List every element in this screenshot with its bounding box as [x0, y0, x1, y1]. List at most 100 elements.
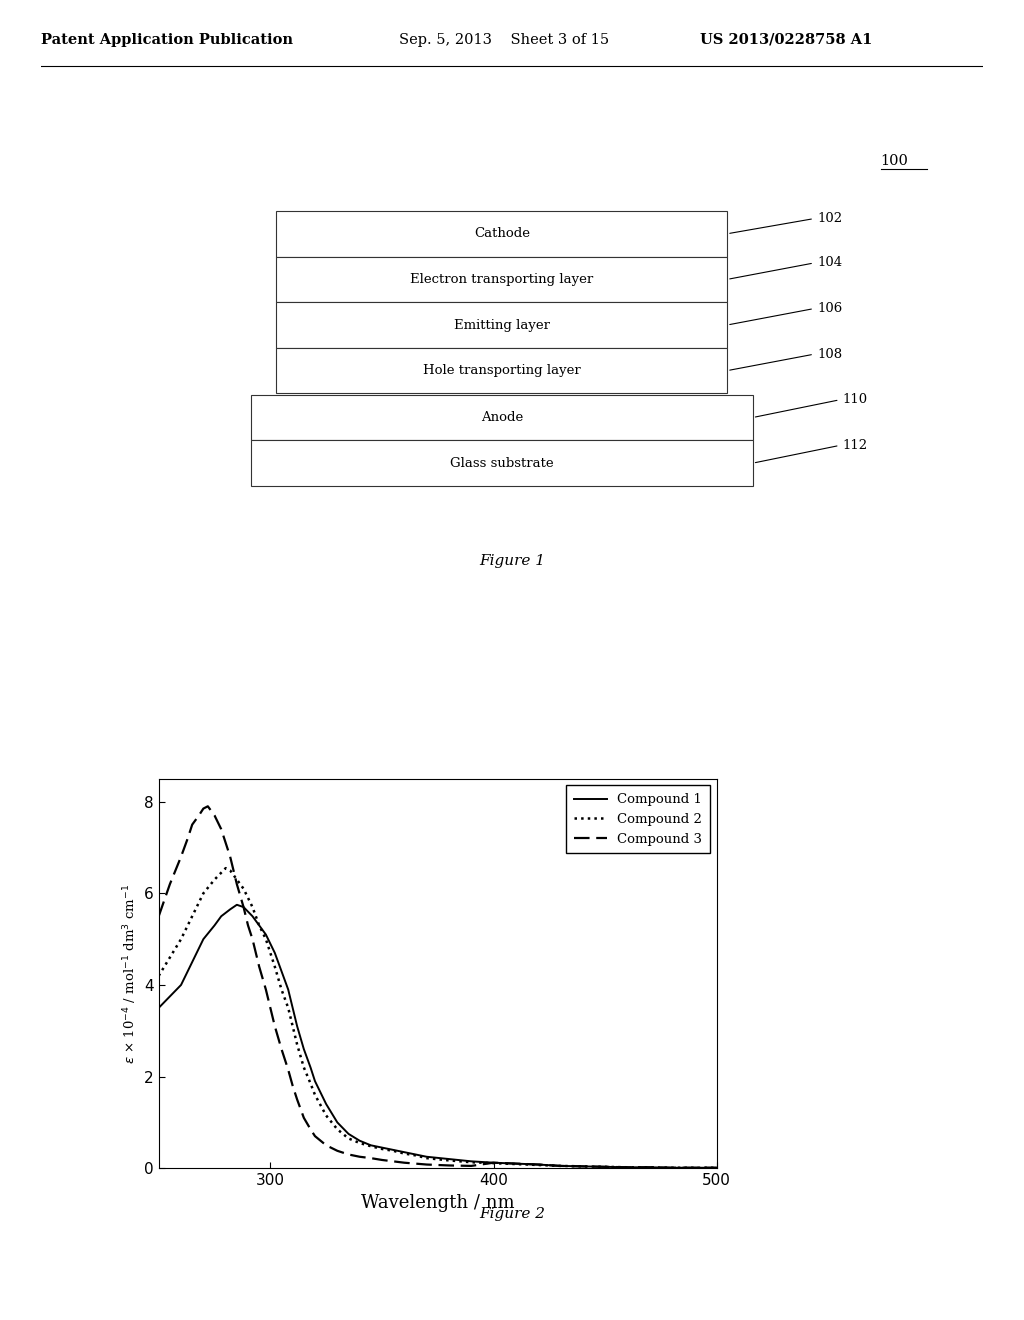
Text: 110: 110 [843, 393, 868, 407]
Compound ① [644, 1159, 656, 1175]
Compound ① [209, 917, 221, 933]
Compound ③ [376, 1152, 388, 1168]
Compound ① [186, 954, 199, 970]
Compound ② [253, 917, 265, 933]
Compound ① [331, 1114, 343, 1130]
Compound ③ [319, 1138, 332, 1154]
Compound ③ [304, 1121, 316, 1137]
Compound ② [376, 1140, 388, 1156]
Compound ③ [215, 821, 227, 837]
Compound ② [153, 968, 165, 983]
Text: Electron transporting layer: Electron transporting layer [411, 273, 593, 286]
Compound ③ [309, 1129, 322, 1144]
Text: 112: 112 [843, 440, 868, 451]
Compound ③ [532, 1156, 545, 1172]
Compound ③ [342, 1147, 354, 1163]
Compound ② [215, 865, 227, 880]
Compound ① [554, 1158, 566, 1173]
Line: Compound ③: Compound ③ [159, 807, 717, 1168]
Line: Compound ②: Compound ② [159, 869, 717, 1168]
Compound ③ [666, 1160, 678, 1176]
Compound ② [260, 931, 272, 946]
Text: 100: 100 [881, 154, 908, 168]
Bar [276, 211, 727, 256]
Compound ① [421, 1148, 433, 1164]
Compound ① [398, 1144, 411, 1160]
Compound ③ [175, 849, 187, 865]
Compound ② [275, 982, 288, 998]
Compound ② [599, 1159, 611, 1175]
Compound ③ [153, 908, 165, 924]
Compound ② [442, 1152, 455, 1168]
Compound ② [331, 1121, 343, 1137]
Compound ③ [253, 958, 265, 974]
Compound ② [282, 1001, 294, 1016]
Compound ③ [282, 1061, 294, 1077]
Compound ③ [193, 808, 205, 824]
Compound ① [465, 1154, 477, 1170]
Compound ② [291, 1036, 303, 1052]
Compound ② [238, 880, 250, 896]
Compound ③ [268, 1018, 281, 1034]
Bar [251, 441, 753, 486]
Compound ② [224, 862, 237, 878]
Compound ① [175, 977, 187, 993]
Compound ② [487, 1155, 500, 1171]
Compound ① [688, 1160, 700, 1176]
Compound ② [387, 1143, 399, 1159]
Compound ① [487, 1155, 500, 1171]
Compound ① [353, 1133, 366, 1148]
Compound ① [198, 931, 210, 946]
Compound ③ [219, 836, 231, 851]
Compound ② [219, 861, 231, 876]
Compound ② [242, 890, 254, 906]
Compound ① [410, 1147, 422, 1163]
Compound ① [275, 964, 288, 979]
Compound ② [309, 1086, 322, 1102]
Compound ② [175, 931, 187, 946]
Compound ③ [242, 917, 254, 933]
Compound ② [398, 1146, 411, 1162]
Compound ① [291, 1018, 303, 1034]
Text: US 2013/0228758 A1: US 2013/0228758 A1 [700, 33, 872, 46]
Compound ② [554, 1158, 566, 1173]
Compound ③ [264, 1001, 276, 1016]
Compound ③ [331, 1143, 343, 1159]
Compound ① [224, 902, 237, 917]
Legend: Compound 1, Compound 2, Compound 3: Compound 1, Compound 2, Compound 3 [566, 785, 711, 854]
Compound ③ [275, 1041, 288, 1057]
Compound ① [268, 945, 281, 961]
Compound ① [666, 1160, 678, 1176]
Compound ③ [577, 1159, 589, 1175]
Compound ① [577, 1159, 589, 1175]
Compound ① [365, 1138, 377, 1154]
Compound ③ [410, 1156, 422, 1172]
Compound ③ [260, 982, 272, 998]
Compound ② [532, 1158, 545, 1173]
Text: 104: 104 [817, 256, 843, 269]
Compound ③ [291, 1092, 303, 1107]
X-axis label: Wavelength / nm: Wavelength / nm [360, 1193, 515, 1212]
Compound ① [376, 1139, 388, 1155]
Compound ② [644, 1159, 656, 1175]
Compound ③ [365, 1150, 377, 1166]
Compound ① [599, 1159, 611, 1175]
Compound ① [260, 927, 272, 942]
Compound ③ [247, 931, 259, 946]
Compound ② [209, 871, 221, 887]
Compound ② [353, 1135, 366, 1151]
Compound ③ [186, 817, 199, 833]
Text: Hole transporting layer: Hole transporting layer [423, 364, 581, 378]
Compound ③ [181, 830, 194, 846]
Text: Figure 2: Figure 2 [479, 1208, 545, 1221]
Text: Patent Application Publication: Patent Application Publication [41, 33, 293, 46]
Compound ② [465, 1154, 477, 1170]
Compound ② [365, 1138, 377, 1154]
Text: 106: 106 [817, 302, 843, 315]
Compound ③ [442, 1158, 455, 1173]
Compound ② [298, 1060, 310, 1076]
Compound ② [319, 1107, 332, 1123]
Compound ② [247, 899, 259, 915]
Text: Glass substrate: Glass substrate [450, 457, 554, 470]
Compound ② [510, 1156, 522, 1172]
